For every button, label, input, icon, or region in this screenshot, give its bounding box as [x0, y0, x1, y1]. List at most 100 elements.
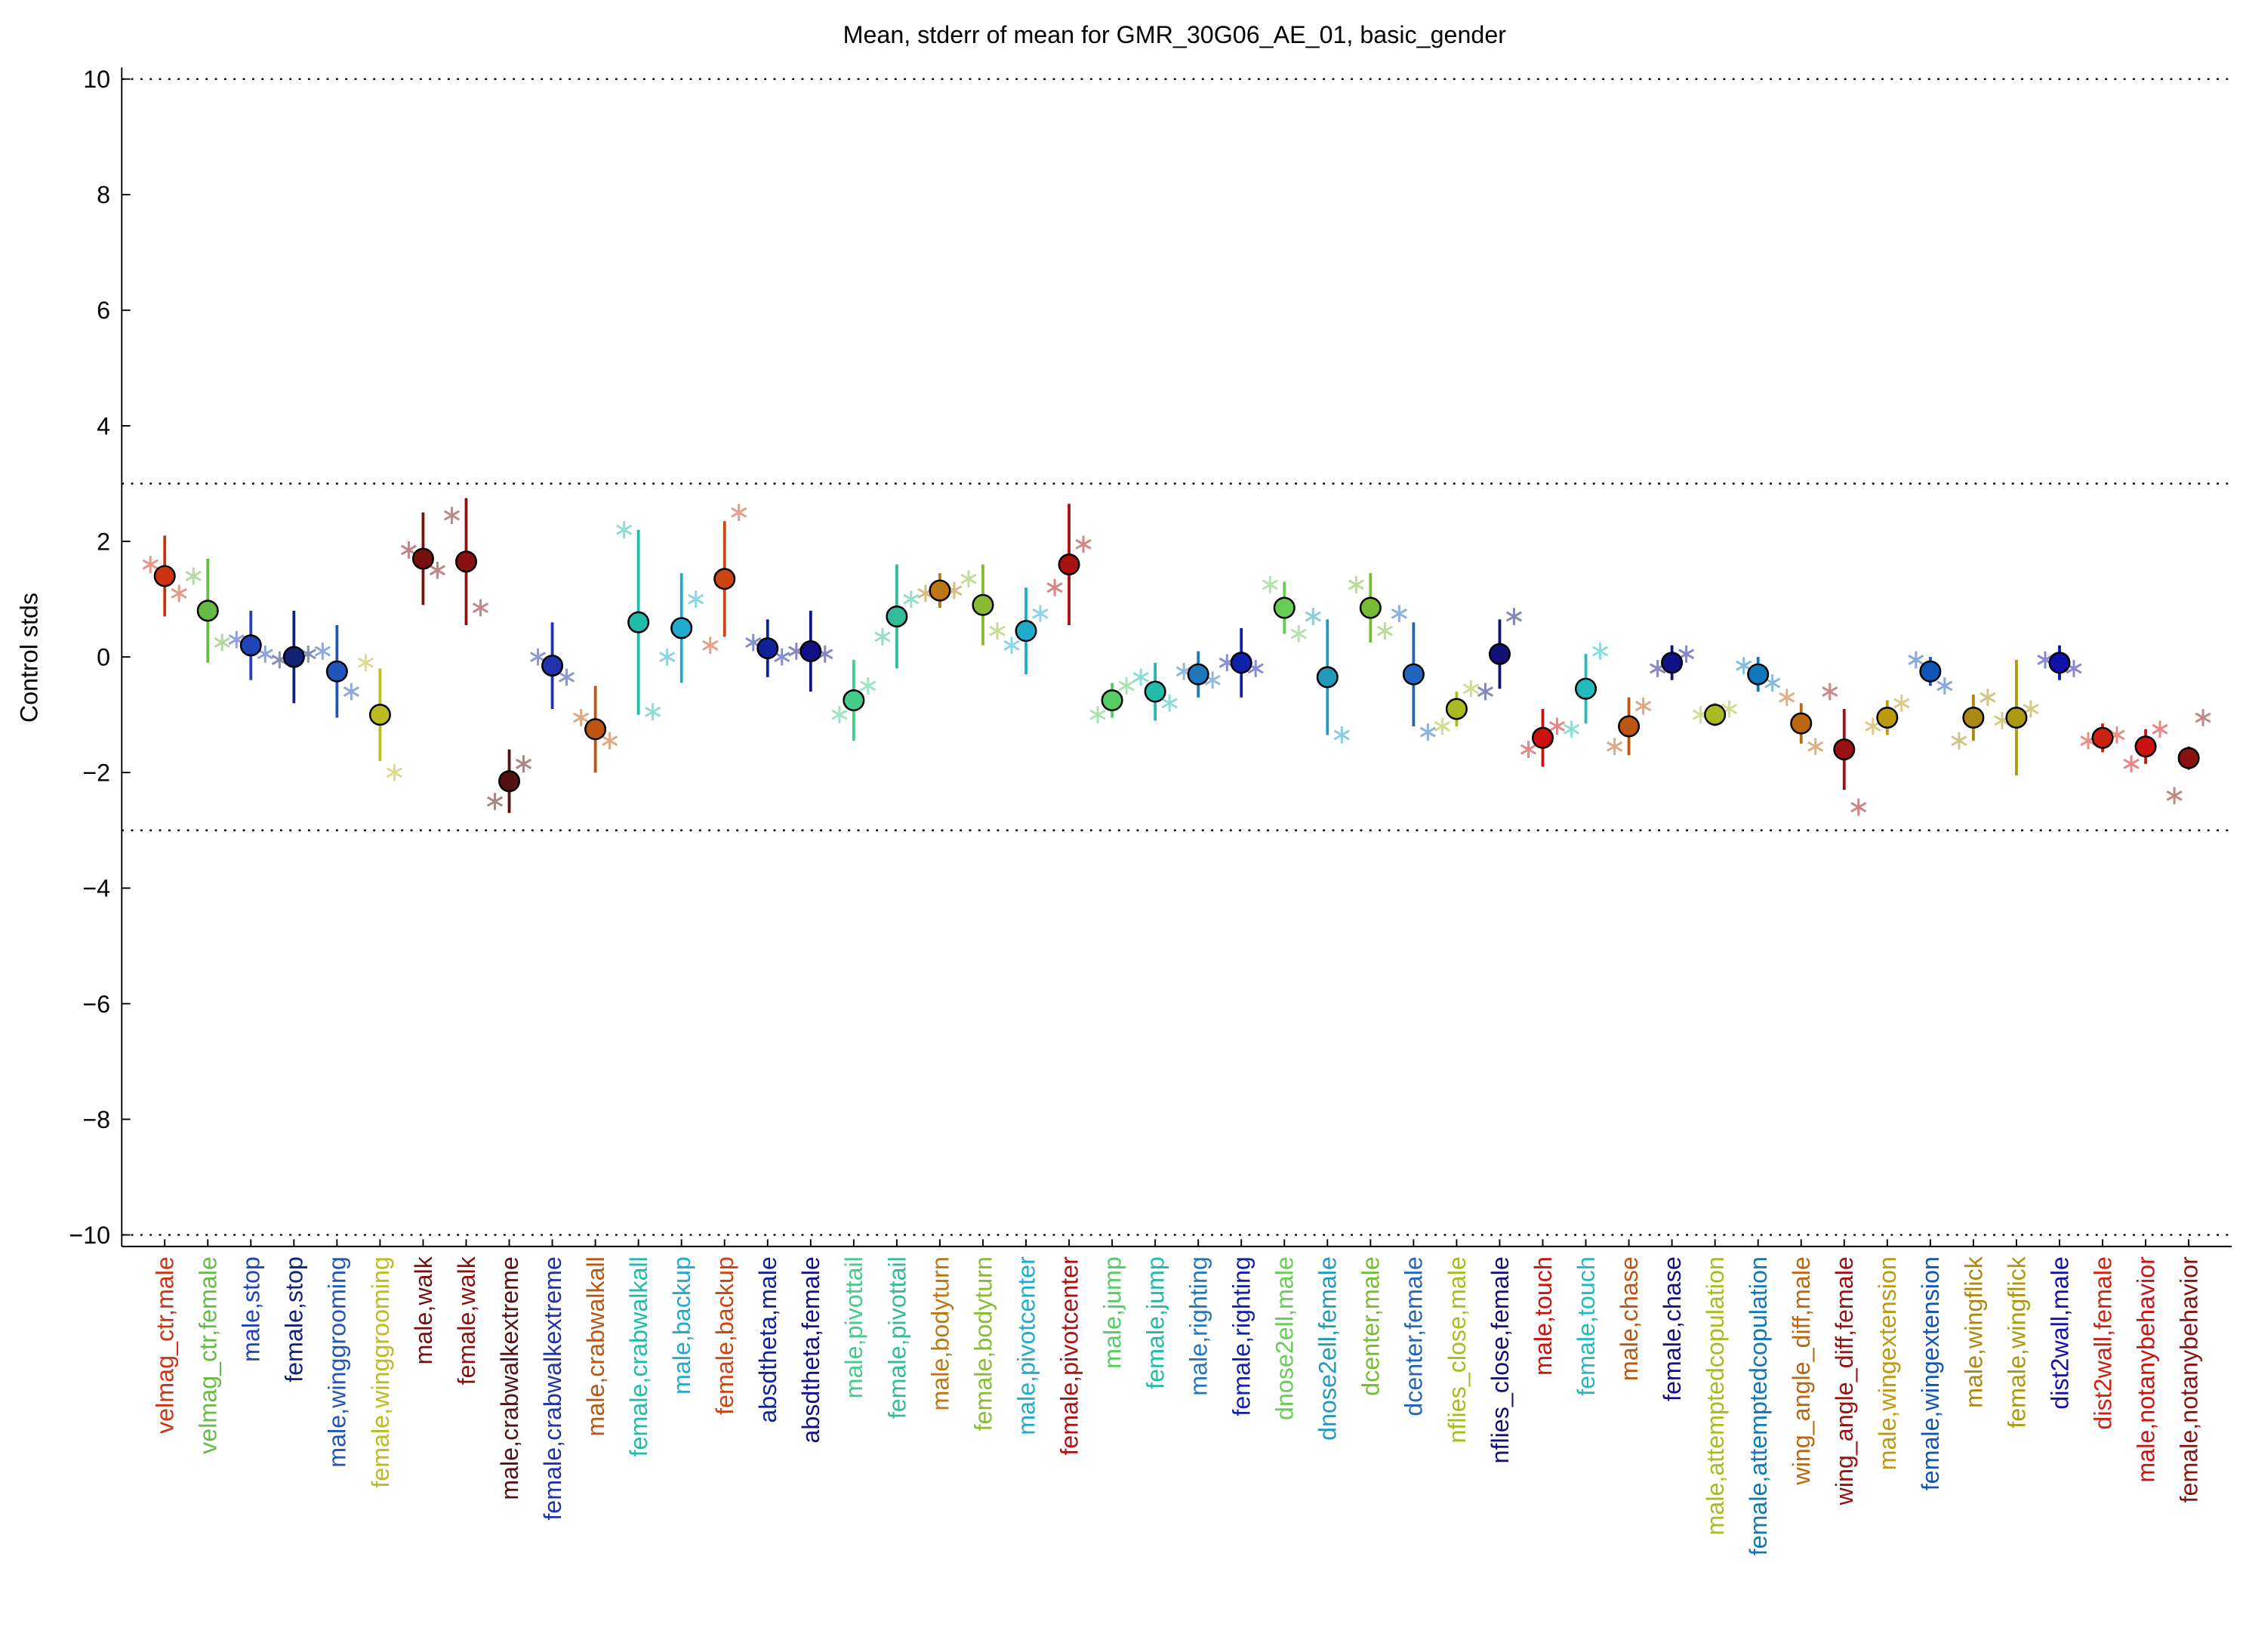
star-stroke	[903, 593, 920, 605]
marker-star	[774, 648, 790, 666]
star-stroke	[429, 565, 446, 576]
marker-star	[486, 793, 504, 810]
mean-marker	[843, 689, 865, 712]
y-tick-label: −8	[82, 1106, 110, 1133]
star-stroke	[1606, 741, 1623, 752]
y-tick-label: 0	[97, 644, 110, 671]
mean-marker	[541, 655, 564, 677]
star-stroke	[1305, 611, 1321, 622]
marker-star	[573, 709, 590, 726]
mean-marker	[2177, 747, 2200, 769]
star-stroke	[2152, 723, 2168, 735]
star-stroke	[1434, 720, 1451, 732]
marker-star	[1678, 645, 1695, 663]
x-tick-label: male,crabwalkextreme	[496, 1256, 523, 1500]
marker-star	[1591, 643, 1609, 660]
star-stroke	[1764, 677, 1781, 689]
marker-star	[1936, 677, 1953, 695]
x-tick-label: female,wingflick	[2003, 1256, 2030, 1428]
mean-marker	[1790, 712, 1813, 735]
star-stroke	[400, 544, 417, 556]
marker-star	[1419, 723, 1436, 741]
star-stroke	[271, 654, 288, 665]
star-stroke	[960, 573, 977, 584]
star-stroke	[185, 570, 202, 581]
x-tick-label: male,crabwalkall	[582, 1256, 609, 1436]
x-tick-label: nflies_close,female	[1487, 1256, 1514, 1463]
mean-marker	[153, 565, 176, 587]
star-stroke	[386, 767, 402, 778]
marker-star	[142, 556, 159, 574]
star-stroke	[515, 758, 532, 769]
star-stroke	[343, 686, 359, 698]
marker-star	[731, 504, 747, 522]
marker-star	[1046, 578, 1063, 596]
star-stroke	[989, 625, 1006, 636]
mean-marker	[454, 550, 477, 573]
marker-star	[558, 668, 575, 686]
mean-marker	[1058, 553, 1080, 576]
mean-marker	[929, 579, 951, 602]
marker-star	[343, 683, 359, 701]
x-tick-label: female,backup	[711, 1256, 738, 1415]
star-stroke	[1089, 709, 1106, 720]
x-tick-label: male,backup	[668, 1256, 695, 1395]
star-stroke	[1936, 680, 1953, 692]
marker-star	[874, 627, 891, 646]
star-stroke	[659, 652, 676, 663]
y-tick-label: 2	[97, 528, 110, 555]
marker-star	[1893, 694, 1910, 712]
mean-marker	[239, 634, 262, 657]
star-stroke	[860, 680, 877, 692]
star-stroke	[1736, 660, 1752, 671]
y-tick-label: −6	[82, 991, 110, 1018]
marker-star	[443, 507, 461, 524]
star-stroke	[1118, 680, 1135, 692]
mean-marker	[1488, 643, 1511, 665]
star-stroke	[1505, 611, 1523, 622]
star-stroke	[1634, 701, 1652, 712]
mean-marker	[1833, 738, 1856, 761]
marker-star	[659, 648, 676, 666]
marker-star	[1032, 605, 1049, 623]
x-tick-label: dnose2ell,female	[1314, 1256, 1342, 1441]
x-tick-label: female,righting	[1228, 1256, 1255, 1416]
star-stroke	[1032, 608, 1049, 619]
marker-star	[1477, 683, 1494, 701]
star-stroke	[1591, 646, 1609, 657]
marker-star	[1434, 717, 1451, 735]
marker-star	[1850, 798, 1867, 816]
y-tick-label: −2	[82, 760, 110, 787]
x-tick-label: female,pivotcenter	[1055, 1256, 1083, 1456]
x-tick-label: dist2wall,male	[2046, 1256, 2073, 1410]
mean-marker	[1187, 663, 1209, 686]
x-tick-label: male,pivotcenter	[1012, 1256, 1040, 1435]
x-tick-label: female,chase	[1659, 1256, 1686, 1401]
x-tick-label: male,wingextension	[1874, 1256, 1901, 1470]
mean-marker	[1402, 663, 1425, 686]
marker-star	[429, 561, 446, 579]
star-stroke	[529, 652, 547, 663]
marker-star	[1262, 576, 1278, 593]
marker-star	[688, 590, 704, 608]
star-stroke	[486, 796, 504, 807]
star-stroke	[1419, 726, 1436, 738]
star-stroke	[142, 559, 159, 570]
star-stroke	[774, 652, 790, 663]
marker-star	[171, 584, 187, 603]
marker-star	[1391, 605, 1408, 623]
star-stroke	[1951, 735, 1967, 747]
marker-star	[2166, 787, 2183, 805]
marker-star	[529, 648, 547, 666]
x-tick-label: female,notanybehavior	[2175, 1256, 2202, 1503]
y-tick-label: −10	[69, 1222, 110, 1249]
mean-marker	[1531, 726, 1554, 749]
x-tick-label: absdtheta,male	[754, 1256, 781, 1423]
mean-marker	[972, 593, 994, 616]
marker-star	[960, 570, 977, 588]
star-stroke	[171, 587, 187, 599]
star-stroke	[1477, 686, 1494, 698]
star-stroke	[1348, 579, 1364, 590]
mean-marker	[411, 547, 434, 570]
